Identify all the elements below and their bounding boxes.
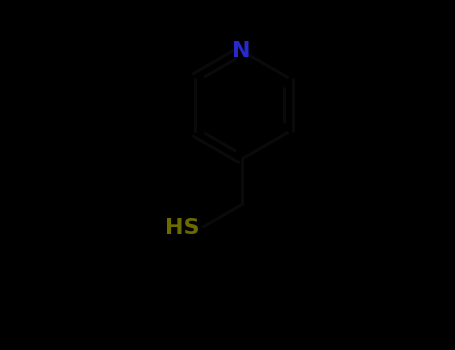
Text: N: N <box>232 41 251 61</box>
Text: HS: HS <box>165 217 199 238</box>
